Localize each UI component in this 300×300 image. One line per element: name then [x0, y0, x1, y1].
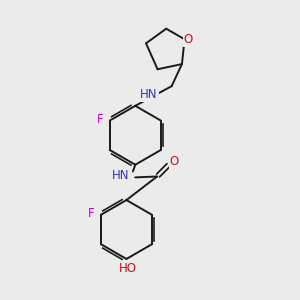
Text: F: F	[97, 112, 104, 126]
Text: F: F	[88, 207, 95, 220]
Text: HN: HN	[140, 88, 158, 101]
Text: O: O	[169, 155, 179, 168]
Text: O: O	[184, 33, 193, 46]
Text: HN: HN	[112, 169, 129, 182]
Text: HO: HO	[119, 262, 137, 275]
